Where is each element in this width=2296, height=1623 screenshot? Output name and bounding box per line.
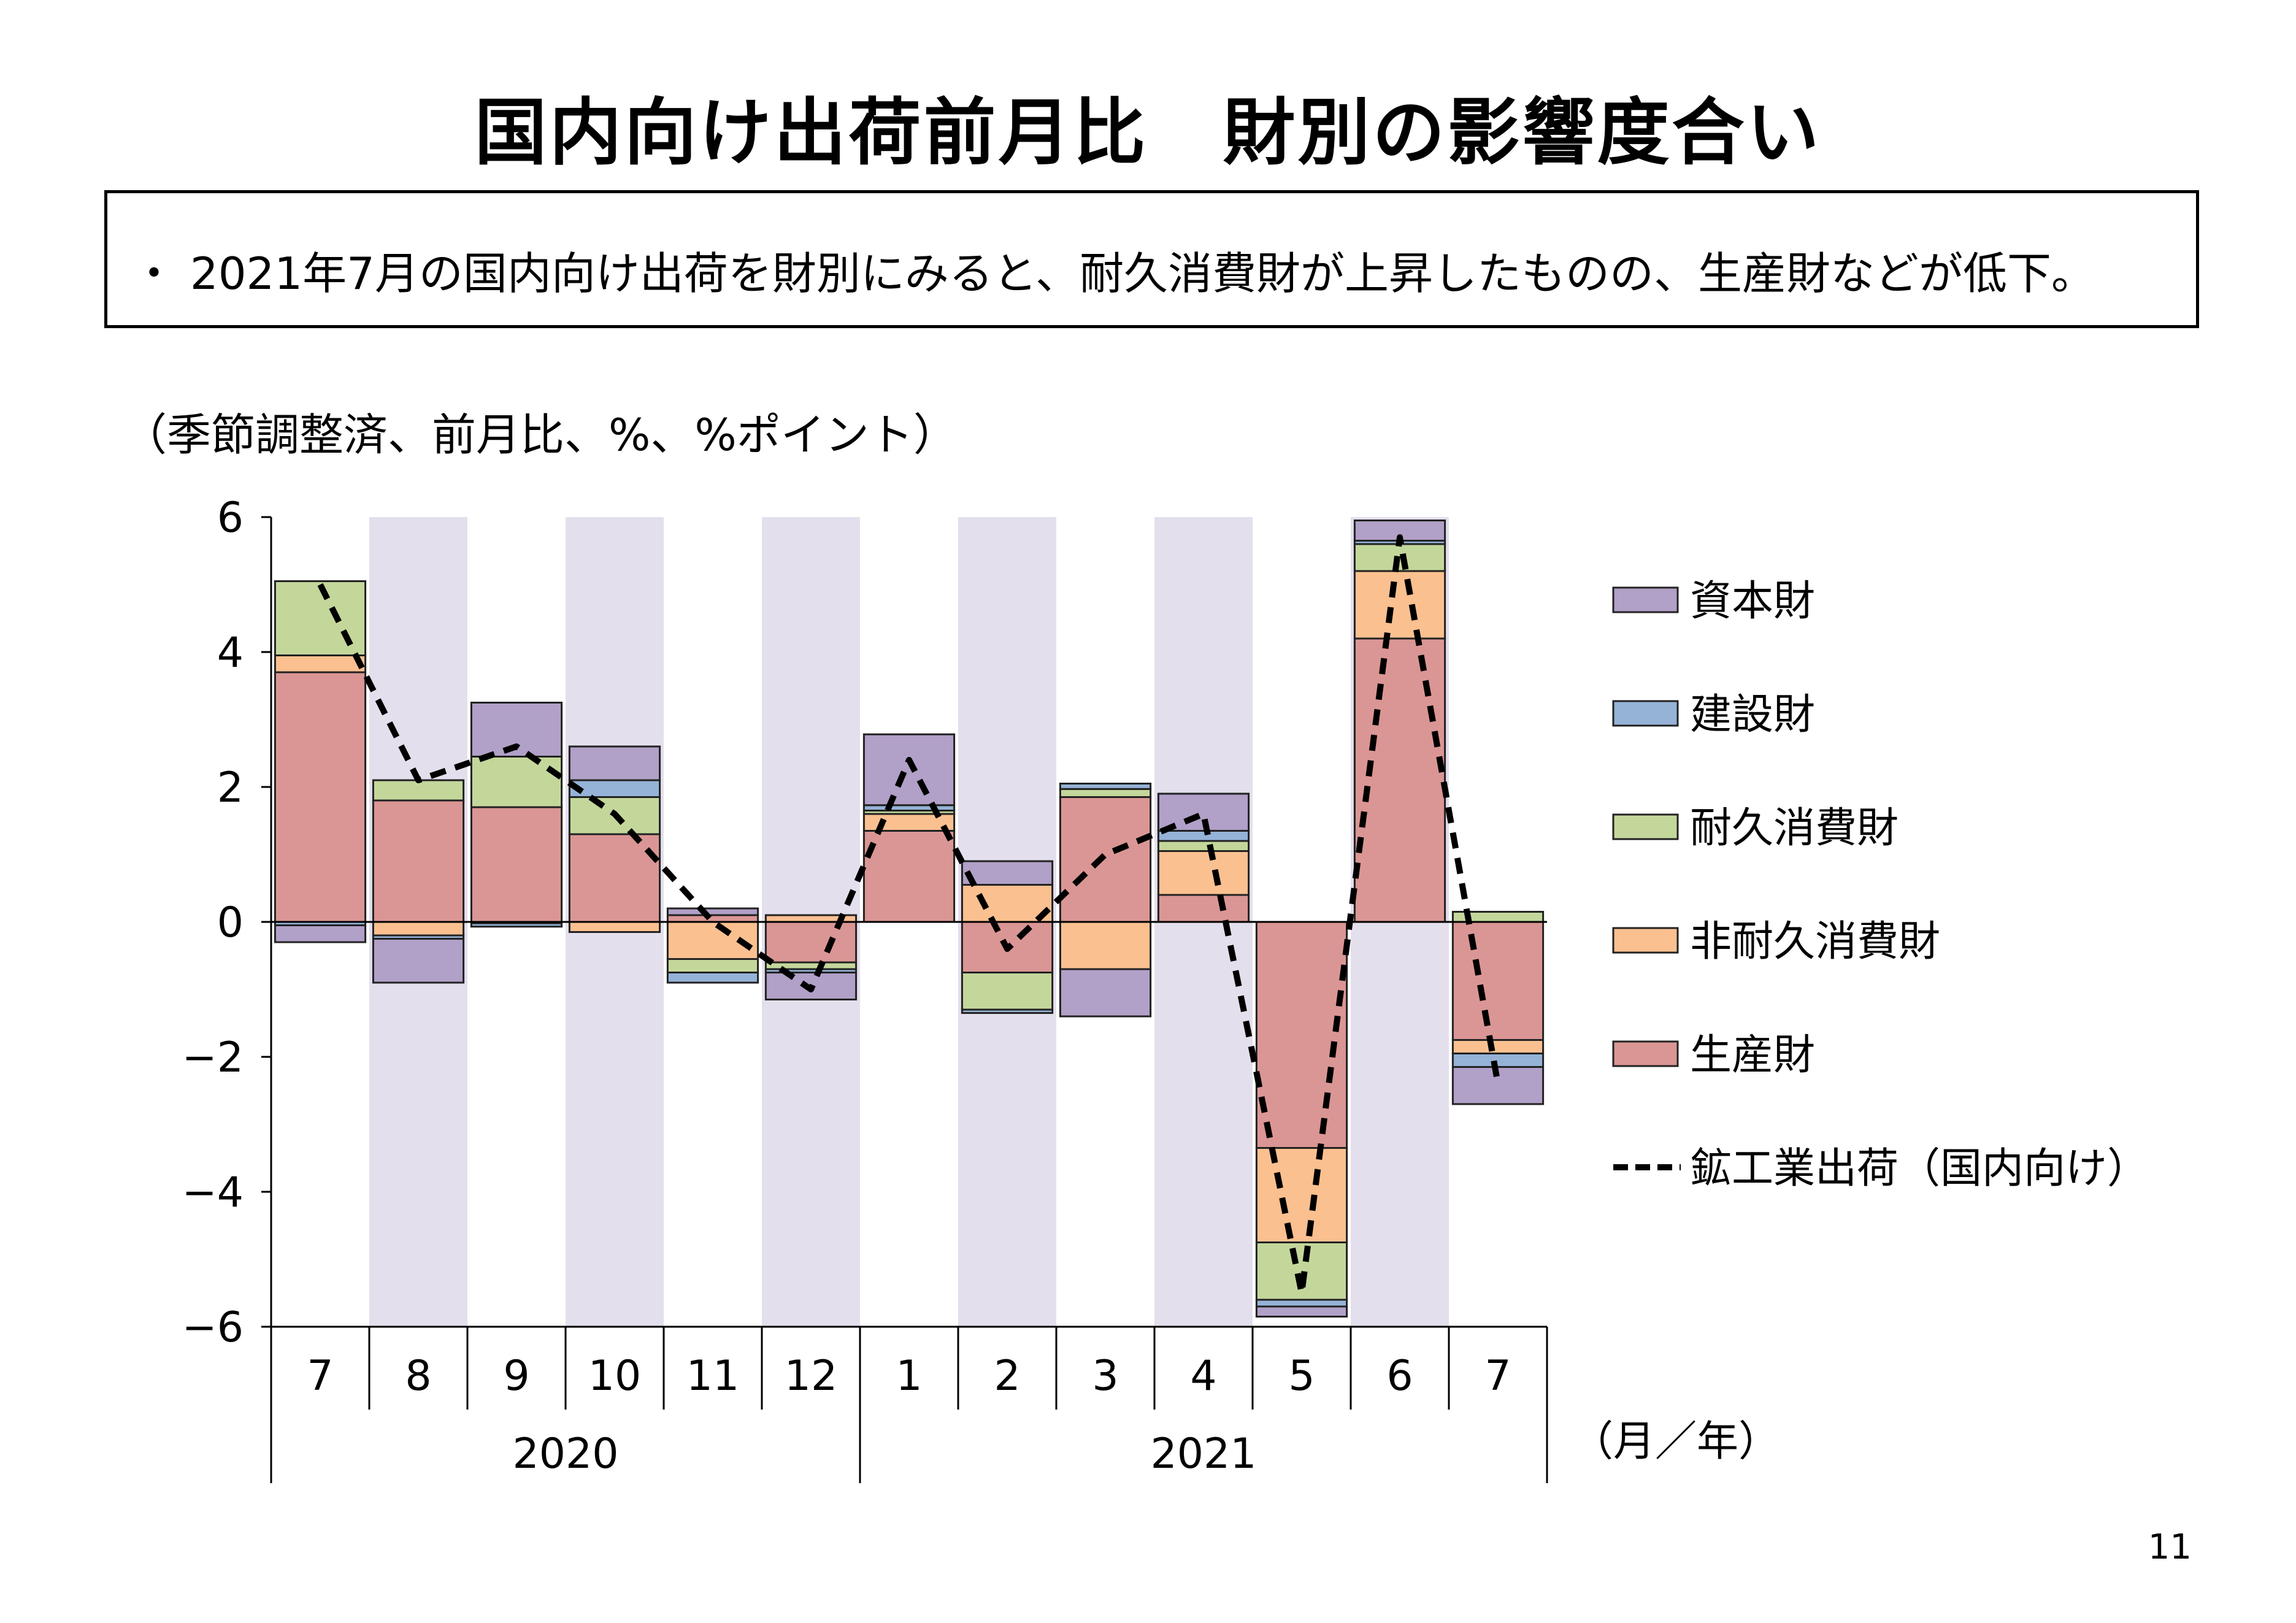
bar-segment-1 (862, 830, 956, 923)
bar-segment-2 (1059, 921, 1152, 970)
summary-box: ・ 2021年7月の国内向け出荷を財別にみると、耐久消費財が上昇したものの、生産… (104, 190, 2199, 328)
bar-segment-1 (372, 799, 465, 923)
bar-segment-5 (274, 924, 367, 943)
bar-segment-4 (1451, 1053, 1545, 1068)
bar-segment-3 (1059, 788, 1152, 799)
bar-segment-4 (1157, 830, 1250, 842)
x-tick-label: 12 (785, 1352, 838, 1400)
total-shipments-line (317, 534, 1501, 1296)
bar-segment-1 (1255, 921, 1348, 1149)
bar-segment-1 (666, 914, 759, 923)
bar-segment-4 (1059, 783, 1152, 790)
x-tick-label: 7 (307, 1352, 333, 1400)
x-tick-label: 10 (588, 1352, 642, 1400)
legend-swatch (1612, 586, 1679, 613)
legend-label: 資本財 (1690, 577, 1815, 626)
bar-segment-5 (470, 702, 563, 758)
bar-segment-2 (1451, 1039, 1545, 1054)
bar-segment-3 (961, 972, 1054, 1011)
bar-segment-1 (1353, 637, 1446, 923)
bar-segment-5 (568, 745, 661, 781)
bar-segment-4 (470, 922, 563, 928)
y-tick-label: 2 (217, 764, 244, 812)
y-tick-label: 0 (217, 899, 244, 947)
summary-text: ・ 2021年7月の国内向け出荷を財別にみると、耐久消費財が上昇したものの、生産… (132, 248, 2096, 299)
bar-segment-5 (764, 972, 858, 1000)
x-tick-label: 4 (1190, 1352, 1216, 1400)
x-unit-label: （月／年） (1572, 1418, 1780, 1466)
x-tick-label: 1 (896, 1352, 922, 1400)
bar-segment-2 (372, 921, 465, 937)
bar-segment-1 (764, 921, 858, 964)
bar-segment-1 (1451, 921, 1545, 1041)
bar-segment-3 (666, 958, 759, 973)
bar-segment-2 (274, 654, 367, 673)
x-tick-label: 5 (1288, 1352, 1315, 1400)
legend-label: 非耐久消費財 (1690, 918, 1940, 966)
x-tick-label: 7 (1484, 1352, 1511, 1400)
x-tick-label: 11 (686, 1352, 740, 1400)
bar-segment-4 (961, 1008, 1054, 1014)
legend-label: 耐久消費財 (1690, 804, 1899, 853)
bar-segment-2 (1157, 850, 1250, 896)
bar-segment-4 (1255, 1299, 1348, 1308)
unit-note: （季節調整済、前月比、%、%ポイント） (123, 409, 958, 461)
legend-label: 生産財 (1690, 1031, 1815, 1080)
page-number: 11 (2148, 1527, 2192, 1567)
bar-segment-4 (666, 972, 759, 984)
legend-label: 建設財 (1690, 691, 1815, 739)
bar-segment-3 (1157, 840, 1250, 852)
bar-segment-1 (470, 806, 563, 923)
legend-swatch (1612, 700, 1679, 727)
bar-segment-2 (1255, 1147, 1348, 1243)
x-tick-label: 8 (405, 1352, 431, 1400)
x-tick-label: 9 (503, 1352, 529, 1400)
bar-segment-5 (961, 860, 1054, 886)
page-title: 国内向け出荷前月比 財別の影響度合い (474, 90, 1822, 175)
y-tick-label: −4 (182, 1168, 244, 1217)
x-tick-label: 6 (1386, 1352, 1413, 1400)
bar-segment-2 (568, 921, 661, 933)
y-tick-label: −2 (182, 1034, 244, 1082)
y-tick-label: 6 (217, 494, 244, 542)
y-tick-label: 4 (217, 629, 244, 677)
bar-segment-5 (1255, 1305, 1348, 1318)
legend-swatch (1612, 1040, 1679, 1067)
bar-segment-1 (1157, 894, 1250, 923)
x-year-label: 2021 (1150, 1430, 1256, 1478)
bar-segment-5 (862, 733, 956, 807)
legend-swatch (1612, 927, 1679, 954)
y-tick-label: −6 (182, 1303, 244, 1352)
bar-segment-1 (568, 833, 661, 923)
bar-segment-2 (1353, 570, 1446, 640)
bar-segment-3 (764, 961, 858, 970)
bar-segment-5 (372, 938, 465, 984)
x-tick-label: 2 (994, 1352, 1020, 1400)
x-year-label: 2020 (512, 1430, 618, 1478)
bar-segment-5 (666, 907, 759, 916)
bar-segment-1 (274, 671, 367, 923)
bar-segment-3 (470, 756, 563, 808)
legend-label: 鉱工業出荷（国内向け） (1690, 1145, 2149, 1193)
bar-segment-5 (1059, 968, 1152, 1018)
legend-swatch (1612, 813, 1679, 840)
x-tick-label: 3 (1092, 1352, 1118, 1400)
bar-segment-4 (568, 779, 661, 798)
bar-segment-3 (372, 779, 465, 802)
bar-segment-1 (1059, 796, 1152, 923)
bar-segment-3 (274, 580, 367, 656)
